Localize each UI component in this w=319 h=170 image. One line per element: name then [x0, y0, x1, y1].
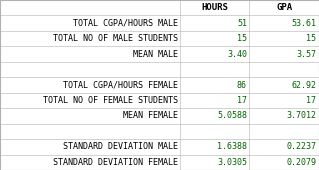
Text: 86: 86 — [237, 81, 247, 89]
Text: MEAN FEMALE: MEAN FEMALE — [123, 111, 178, 120]
Text: MEAN MALE: MEAN MALE — [133, 50, 178, 59]
Text: TOTAL CGPA/HOURS MALE: TOTAL CGPA/HOURS MALE — [73, 19, 178, 28]
Text: 1.6388: 1.6388 — [217, 142, 247, 151]
Text: STANDARD DEVIATION FEMALE: STANDARD DEVIATION FEMALE — [53, 158, 178, 167]
Text: STANDARD DEVIATION MALE: STANDARD DEVIATION MALE — [63, 142, 178, 151]
Text: 51: 51 — [237, 19, 247, 28]
Text: 17: 17 — [307, 96, 316, 105]
Text: TOTAL CGPA/HOURS FEMALE: TOTAL CGPA/HOURS FEMALE — [63, 81, 178, 89]
Text: TOTAL NO OF MALE STUDENTS: TOTAL NO OF MALE STUDENTS — [53, 34, 178, 43]
Text: HOURS: HOURS — [201, 3, 228, 12]
Text: GPA: GPA — [276, 3, 292, 12]
Text: 3.7012: 3.7012 — [286, 111, 316, 120]
Text: 15: 15 — [237, 34, 247, 43]
Text: 3.40: 3.40 — [227, 50, 247, 59]
Text: 15: 15 — [307, 34, 316, 43]
Text: 53.61: 53.61 — [292, 19, 316, 28]
Text: 17: 17 — [237, 96, 247, 105]
Text: 3.0305: 3.0305 — [217, 158, 247, 167]
Text: TOTAL NO OF FEMALE STUDENTS: TOTAL NO OF FEMALE STUDENTS — [43, 96, 178, 105]
Text: 5.0588: 5.0588 — [217, 111, 247, 120]
Text: 3.57: 3.57 — [296, 50, 316, 59]
Text: 0.2079: 0.2079 — [286, 158, 316, 167]
Text: 0.2237: 0.2237 — [286, 142, 316, 151]
Text: 62.92: 62.92 — [292, 81, 316, 89]
